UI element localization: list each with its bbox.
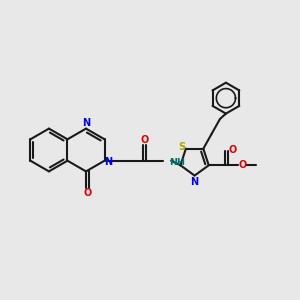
Text: O: O — [141, 135, 149, 145]
Text: O: O — [83, 188, 91, 198]
Text: N: N — [104, 157, 112, 167]
Text: S: S — [178, 142, 185, 152]
Text: N: N — [82, 118, 90, 128]
Text: N: N — [190, 176, 198, 187]
Text: NH: NH — [169, 158, 185, 167]
Text: O: O — [238, 160, 247, 170]
Text: O: O — [228, 145, 236, 154]
